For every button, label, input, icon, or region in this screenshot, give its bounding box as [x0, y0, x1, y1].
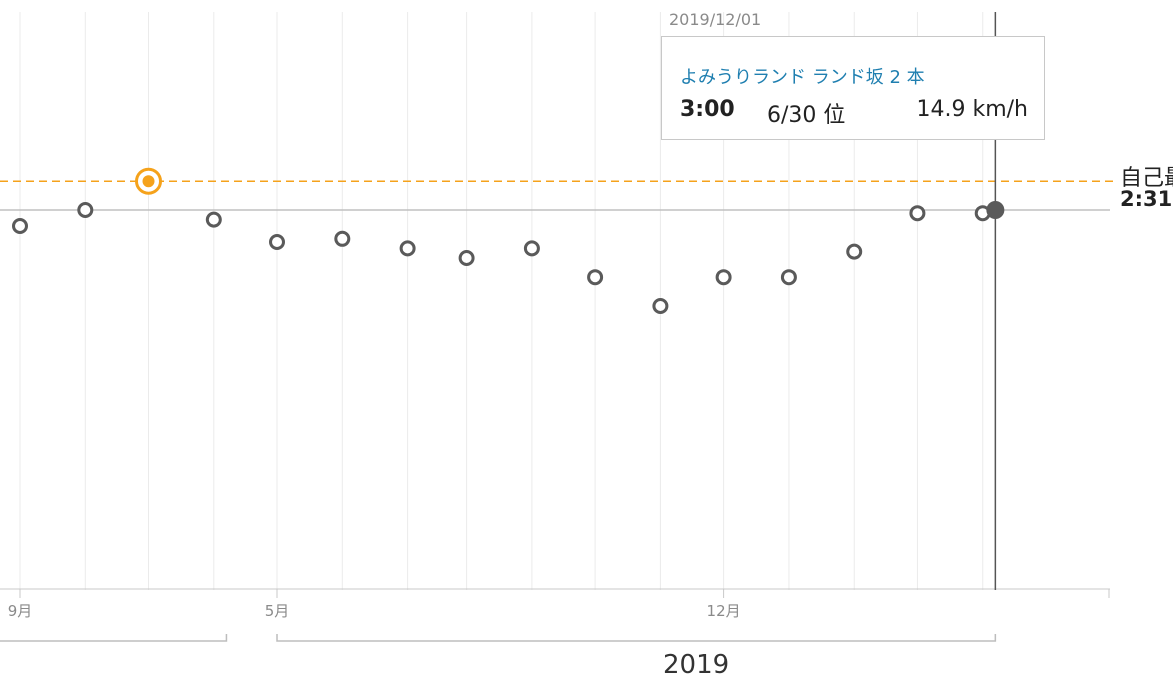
data-point	[334, 230, 351, 247]
x-tick-label: 12月	[707, 602, 741, 620]
data-point	[399, 240, 416, 257]
latest-point	[986, 201, 1005, 219]
data-point	[523, 240, 540, 257]
tooltip-speed: 14.9 km/h	[916, 97, 1028, 122]
year-label: 2019	[663, 650, 730, 680]
tooltip: よみうりランド ランド坂 2 本 3:00 6/30 位 14.9 km/h	[661, 36, 1045, 140]
data-point	[587, 269, 604, 286]
personal-best-label: 自己最	[1120, 166, 1173, 191]
latest-value-label: 2:31	[1120, 187, 1173, 211]
hover-date-label: 2019/12/01	[669, 10, 762, 29]
data-point	[12, 218, 28, 234]
x-tick-label: 9月	[8, 602, 33, 620]
tooltip-title: よみうりランド ランド坂 2 本	[680, 67, 925, 88]
year-bracket-prev	[0, 634, 228, 642]
data-point	[652, 298, 669, 314]
data-point	[780, 269, 797, 286]
best-point	[142, 175, 155, 188]
data-point	[909, 205, 926, 222]
tooltip-time: 3:00	[680, 97, 735, 122]
data-point	[715, 269, 732, 286]
tooltip-rank: 6/30 位	[767, 103, 846, 128]
data-point	[77, 202, 94, 218]
year-bracket-2019	[276, 634, 997, 642]
data-point	[846, 243, 863, 260]
data-point	[205, 211, 222, 228]
data-point	[269, 234, 286, 250]
x-tick-label: 5月	[265, 602, 290, 620]
data-point	[458, 250, 475, 266]
